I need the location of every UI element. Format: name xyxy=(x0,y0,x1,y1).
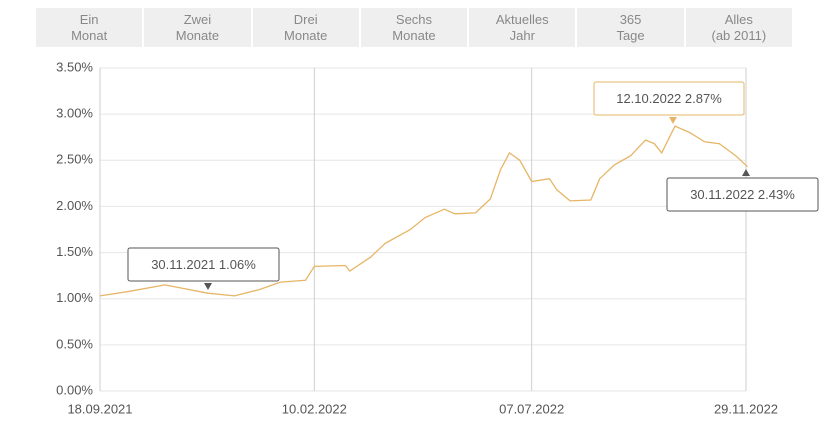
line xyxy=(99,125,748,297)
tab-label: (ab 2011) xyxy=(711,28,767,43)
range-tab[interactable]: Drei Monate xyxy=(252,8,359,47)
x-tick-label: 18.09.2021 xyxy=(67,401,132,416)
range-tab[interactable]: Sechs Monate xyxy=(360,8,468,47)
tab-label: Monate xyxy=(284,28,328,43)
x-tick-label: 29.11.2022 xyxy=(714,401,778,416)
tab-label: Monate xyxy=(392,28,436,43)
callout-arrow xyxy=(669,117,677,124)
callout-box xyxy=(666,177,819,212)
y-tick-label: 3.50% xyxy=(56,59,93,74)
y-tick-label: 0.50% xyxy=(56,336,93,351)
range-tab[interactable]: Alles (ab 2011) xyxy=(685,8,792,47)
callout-text: 12.10.2022 2.87% xyxy=(616,91,722,106)
y-tick-label: 2.50% xyxy=(56,152,93,167)
tab-label: 365 xyxy=(619,12,642,27)
y-tick-label: 1.00% xyxy=(56,290,93,305)
tab-bar: Ein Monat Zwei Monate Drei Monate Sechs Monate A… xyxy=(36,8,792,47)
callout-arrow xyxy=(742,169,750,176)
callout-text: 30.11.2022 2.43% xyxy=(690,187,795,202)
callout-text: 30.11.2021 1.06% xyxy=(151,257,256,272)
y-tick-label: 2.00% xyxy=(56,198,93,213)
y-tick-label: 0.00% xyxy=(56,382,93,397)
tab-label: Tage xyxy=(616,28,645,43)
tab-label: Monate xyxy=(175,28,220,43)
callout-box xyxy=(127,247,280,282)
y-tick-label: 1.50% xyxy=(56,244,93,259)
x-tick-label: 07.07.2022 xyxy=(499,401,564,416)
range-tab[interactable]: Aktuelles Jahr xyxy=(469,8,576,47)
tab-label: Jahr xyxy=(509,28,535,43)
range-tab[interactable]: 365 Tage xyxy=(577,8,684,47)
callout-box xyxy=(593,81,745,116)
tab-label: Ein xyxy=(79,12,99,27)
tab-label: Sechs xyxy=(395,12,433,27)
range-tab[interactable]: Zwei Monate xyxy=(144,8,251,47)
range-tab[interactable]: Ein Monat xyxy=(36,8,143,47)
tab-label: Aktuelles xyxy=(495,12,549,27)
y-tick-label: 3.00% xyxy=(56,106,93,121)
x-tick-label: 10.02.2022 xyxy=(282,401,347,416)
tab-label: Monat xyxy=(71,28,108,43)
tab-label: Zwei xyxy=(183,12,212,27)
callout-arrow xyxy=(204,283,212,290)
tab-label: Drei xyxy=(293,12,318,27)
tab-label: Alles xyxy=(724,12,753,27)
